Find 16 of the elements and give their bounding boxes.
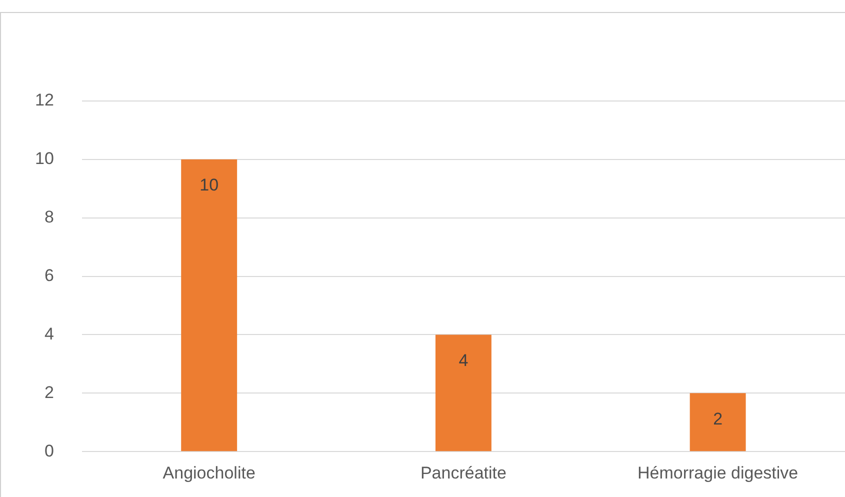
y-tick-label: 6 <box>44 266 54 285</box>
bar <box>435 334 492 452</box>
data-label: 2 <box>713 409 723 428</box>
y-tick-label: 2 <box>44 382 54 402</box>
x-tick-label: Hémorragie digestive <box>638 463 798 482</box>
y-tick-label: 4 <box>44 324 54 344</box>
y-tick-label: 0 <box>44 441 54 460</box>
y-tick-label: 10 <box>34 149 54 168</box>
bar <box>690 393 746 452</box>
bar <box>181 159 238 452</box>
x-tick-label: Angiocholite <box>162 463 256 482</box>
data-label: 4 <box>458 350 468 370</box>
x-tick-label: Pancréatite <box>420 463 506 482</box>
data-label: 10 <box>200 176 219 195</box>
y-tick-label: 8 <box>44 208 54 227</box>
y-tick-label: 12 <box>34 90 54 110</box>
